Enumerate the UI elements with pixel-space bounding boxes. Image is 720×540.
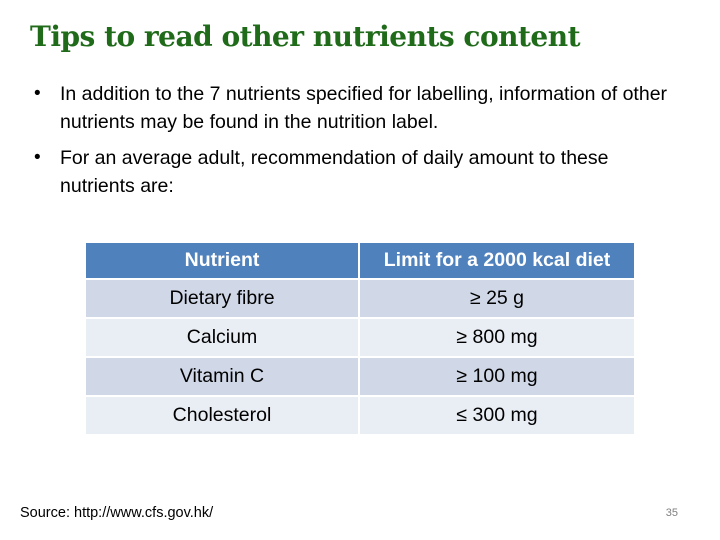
bullet-icon: • — [34, 147, 41, 168]
table-row: Cholesterol ≤ 300 mg — [86, 396, 634, 436]
bullet-list: • In addition to the 7 nutrients specifi… — [34, 80, 674, 208]
slide-title: Tips to read other nutrients content — [30, 20, 581, 53]
bullet-text: For an average adult, recommendation of … — [60, 147, 609, 197]
nutrient-cell: Calcium — [86, 318, 360, 358]
table-row: Vitamin C ≥ 100 mg — [86, 357, 634, 397]
page-number: 35 — [665, 507, 678, 519]
limit-cell: ≥ 25 g — [359, 279, 634, 319]
bullet-text: In addition to the 7 nutrients specified… — [60, 83, 668, 133]
nutrient-cell: Dietary fibre — [86, 279, 360, 319]
table-row: Dietary fibre ≥ 25 g — [86, 279, 634, 319]
column-header-limit: Limit for a 2000 kcal diet — [359, 243, 634, 280]
source-note: Source: http://www.cfs.gov.hk/ — [20, 505, 214, 521]
bullet-item: • For an average adult, recommendation o… — [34, 144, 674, 200]
bullet-icon: • — [34, 83, 41, 104]
limit-cell: ≥ 100 mg — [359, 357, 634, 397]
limit-cell: ≥ 800 mg — [359, 318, 634, 358]
column-header-nutrient: Nutrient — [86, 243, 360, 280]
nutrient-cell: Cholesterol — [86, 396, 360, 436]
table-header-row: Nutrient Limit for a 2000 kcal diet — [86, 243, 634, 280]
nutrient-cell: Vitamin C — [86, 357, 360, 397]
limit-cell: ≤ 300 mg — [359, 396, 634, 436]
table-row: Calcium ≥ 800 mg — [86, 318, 634, 358]
bullet-item: • In addition to the 7 nutrients specifi… — [34, 80, 674, 136]
nutrient-table: Nutrient Limit for a 2000 kcal diet Diet… — [86, 243, 634, 436]
